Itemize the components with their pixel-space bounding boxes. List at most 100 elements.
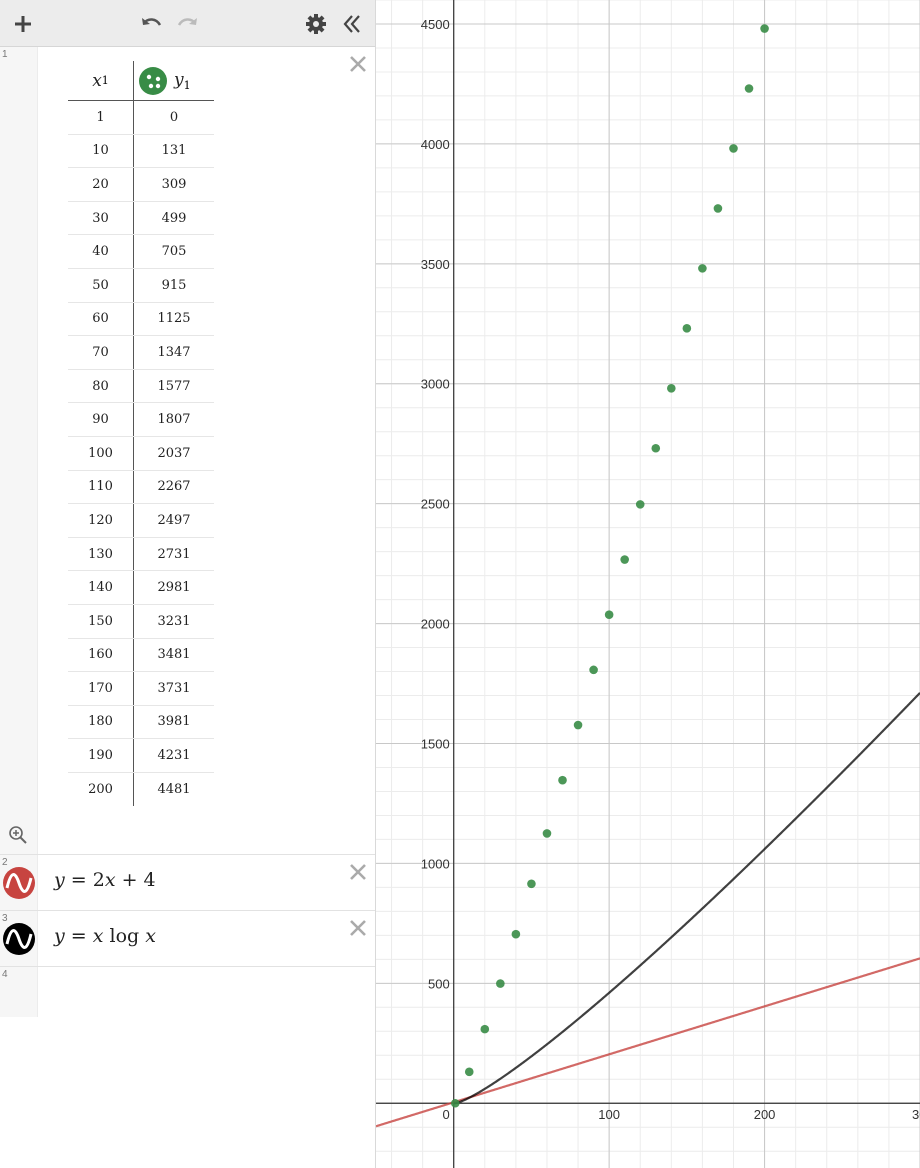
y-tick-label: 4500	[421, 17, 450, 32]
data-point[interactable]	[589, 665, 598, 675]
y-cell[interactable]: 3731	[157, 680, 191, 696]
data-point[interactable]	[604, 610, 614, 619]
table-row: 150 3231	[68, 604, 214, 639]
line-expression[interactable]: 2 y = 2x + 4	[0, 855, 375, 911]
data-point[interactable]	[464, 1067, 474, 1077]
x-cell[interactable]: 50	[68, 268, 134, 302]
delete-expression-button[interactable]	[347, 861, 369, 883]
undo-icon	[142, 18, 162, 26]
add-expression-button[interactable]	[9, 10, 37, 38]
data-point[interactable]	[651, 443, 661, 453]
table-row: 110 2267	[68, 470, 214, 505]
function-curve[interactable]	[453, 692, 920, 1105]
y-column-header[interactable]: y1	[134, 61, 214, 100]
x-cell[interactable]: 120	[68, 504, 134, 537]
points-style-icon[interactable]	[138, 66, 168, 96]
y-cell[interactable]: 0	[169, 109, 179, 125]
graph-svg[interactable]: 0 100 200 30 500 1000 1500 2000 2500 3000 3500 4000…	[376, 0, 920, 1168]
data-point[interactable]	[573, 720, 583, 730]
data-point[interactable]	[542, 829, 552, 838]
y-cell[interactable]: 309	[161, 176, 187, 192]
data-point[interactable]	[511, 929, 521, 939]
data-point[interactable]	[480, 1024, 490, 1034]
expression-index: 1	[2, 49, 8, 60]
data-point[interactable]	[450, 1098, 460, 1108]
curve-color-icon[interactable]	[3, 867, 35, 899]
y-cell[interactable]: 1125	[157, 311, 191, 327]
data-point[interactable]	[667, 383, 676, 393]
data-point[interactable]	[620, 555, 629, 564]
y-cell[interactable]: 3981	[157, 714, 191, 730]
data-point[interactable]	[744, 84, 754, 93]
data-point[interactable]	[527, 879, 536, 889]
x-cell[interactable]: 160	[68, 638, 134, 672]
x-cell[interactable]: 200	[68, 772, 134, 807]
x-cell[interactable]: 60	[68, 302, 134, 336]
x-cell[interactable]: 80	[68, 369, 134, 403]
y-cell[interactable]: 4231	[157, 748, 191, 764]
y-cell[interactable]: 1577	[157, 378, 191, 394]
x-cell[interactable]: 110	[68, 470, 134, 504]
expression-gutter: 3	[0, 911, 38, 966]
double-chevron-left-icon	[343, 15, 360, 33]
data-point[interactable]	[729, 144, 738, 153]
y-cell[interactable]: 2731	[157, 546, 191, 562]
data-point[interactable]	[558, 775, 567, 785]
x-cell[interactable]: 70	[68, 336, 134, 369]
table-row: 10 131	[68, 134, 214, 169]
x-cell[interactable]: 130	[68, 537, 134, 571]
y-cell[interactable]: 499	[161, 210, 187, 226]
data-point[interactable]	[496, 979, 505, 988]
y-tick-label: 3500	[421, 257, 450, 272]
x-cell[interactable]: 100	[68, 436, 134, 470]
y-cell[interactable]: 2981	[157, 580, 191, 596]
curve-color-icon[interactable]	[3, 923, 35, 955]
zoom-fit-button[interactable]	[8, 825, 28, 845]
table-row: 50 915	[68, 268, 214, 303]
y-cell[interactable]: 3231	[157, 613, 191, 629]
settings-button[interactable]	[302, 10, 330, 38]
graph-canvas[interactable]: 0 100 200 30 500 1000 1500 2000 2500 3000 3500 4000…	[376, 0, 920, 1168]
y-cell[interactable]: 2267	[157, 479, 191, 495]
y-cell[interactable]: 4481	[157, 782, 191, 798]
data-point[interactable]	[682, 324, 692, 333]
x-cell[interactable]: 90	[68, 403, 134, 436]
redo-button[interactable]	[174, 10, 202, 38]
y-cell[interactable]: 131	[161, 143, 187, 159]
x-cell[interactable]: 10	[68, 134, 134, 168]
delete-expression-button[interactable]	[347, 917, 369, 939]
y-cell[interactable]: 1347	[157, 344, 191, 360]
x-cell[interactable]: 140	[68, 571, 134, 604]
data-point[interactable]	[698, 264, 707, 273]
y-tick-label: 1000	[421, 856, 450, 871]
delete-expression-button[interactable]	[347, 53, 369, 75]
expression-latex[interactable]: y = x log x	[54, 925, 156, 947]
y-cell[interactable]: 3481	[157, 647, 191, 663]
data-point[interactable]	[713, 204, 723, 213]
expression-latex[interactable]: y = 2x + 4	[54, 869, 156, 891]
x-cell[interactable]: 180	[68, 705, 134, 739]
x-cell[interactable]: 30	[68, 201, 134, 235]
collapse-panel-button[interactable]	[338, 10, 366, 38]
x-cell[interactable]: 170	[68, 672, 134, 705]
empty-expression[interactable]: 4	[0, 967, 375, 1017]
data-point[interactable]	[635, 500, 645, 509]
log-expression[interactable]: 3 y = x log x	[0, 911, 375, 967]
x-cell[interactable]: 40	[68, 235, 134, 268]
undo-button[interactable]	[137, 10, 165, 38]
x-cell[interactable]: 20	[68, 168, 134, 201]
y-cell[interactable]: 2037	[157, 445, 191, 461]
x-cell[interactable]: 190	[68, 739, 134, 772]
y-cell[interactable]: 705	[161, 244, 187, 260]
x-cell[interactable]: 150	[68, 604, 134, 638]
y-cell[interactable]: 1807	[157, 412, 191, 428]
y-tick-label: 1500	[421, 736, 450, 751]
y-cell[interactable]: 2497	[157, 512, 191, 528]
y-cell[interactable]: 915	[161, 277, 187, 293]
x-cell[interactable]: 1	[68, 101, 134, 134]
y-tick-label: 500	[428, 976, 450, 991]
data-point[interactable]	[760, 24, 769, 33]
